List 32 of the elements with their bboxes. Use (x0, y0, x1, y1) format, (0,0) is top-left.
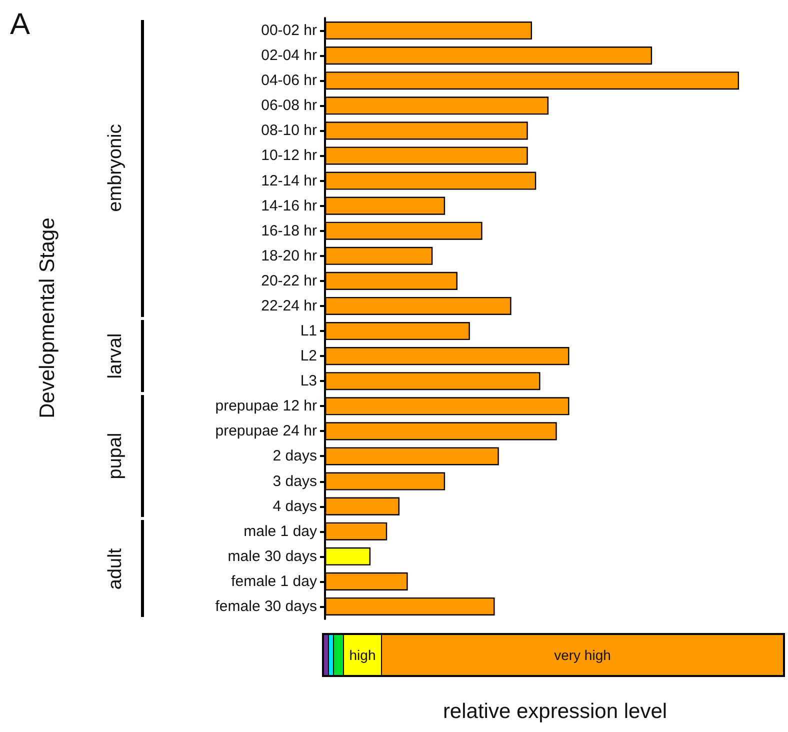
text: A (10, 8, 30, 42)
y-tick-label: prepupae 24 hr (215, 422, 318, 440)
y-tick-label: female 1 day (231, 572, 318, 590)
y-tick-label: 10-12 hr (261, 147, 317, 164)
y-tick-label: 20-22 hr (261, 272, 317, 290)
y-tick-label: male 30 days (228, 548, 317, 565)
y-tick-label: female 30 days (215, 598, 317, 615)
y-tick-label: male 1 day (244, 522, 318, 540)
y-tick-label: 06-08 hr (261, 97, 317, 114)
y-tick-label: 4 days (272, 498, 317, 515)
y-tick-label: L1 (300, 322, 317, 340)
text: Developmental Stage (36, 218, 60, 418)
y-tick-label: 04-06 hr (261, 72, 317, 90)
y-tick-label: 02-04 hr (261, 47, 317, 64)
y-tick-label: 00-02 hr (261, 22, 317, 40)
y-tick-label: 14-16 hr (261, 197, 317, 214)
text: pupal (105, 432, 127, 480)
y-tick-label: prepupae 12 hr (215, 398, 318, 415)
text: embryonic (105, 124, 127, 212)
y-tick-label: 08-10 hr (261, 122, 317, 140)
y-tick-label: 3 days (272, 472, 317, 490)
y-tick-label: 18-20 hr (261, 247, 317, 264)
text: larval (105, 333, 127, 379)
y-tick-label: 2 days (272, 448, 317, 465)
y-tick-label: L2 (300, 348, 317, 365)
text: adult (105, 548, 127, 590)
y-tick-label: 16-18 hr (261, 222, 317, 240)
x-axis-title: relative expression level (442, 700, 668, 724)
y-tick-label: L3 (300, 372, 317, 390)
y-tick-label: 22-24 hr (261, 297, 317, 314)
y-tick-label: 12-14 hr (261, 172, 317, 190)
color-key: high very high (322, 633, 785, 677)
